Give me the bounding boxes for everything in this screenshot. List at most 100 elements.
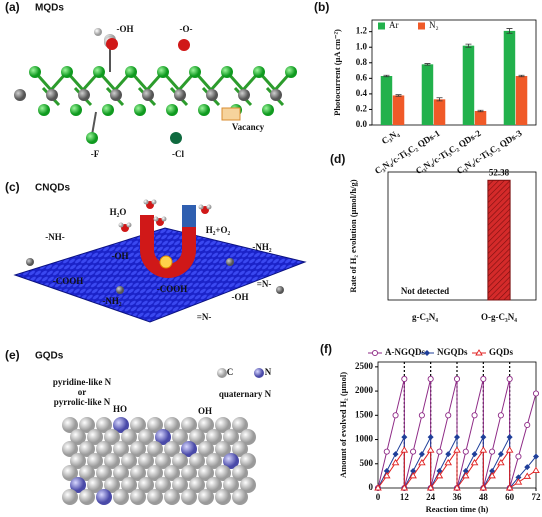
point: [506, 375, 513, 383]
atom: [232, 465, 248, 481]
atom: [138, 429, 154, 445]
panel-label: (a): [5, 0, 20, 14]
atom: [161, 216, 167, 222]
panel-title: GQDs: [35, 351, 64, 362]
error-bar: [395, 94, 402, 97]
structure-label: OH: [198, 406, 212, 416]
panel-label: (d): [330, 152, 345, 166]
atom: [147, 465, 163, 481]
light: [159, 255, 173, 269]
y-tick-label: 0.8: [356, 57, 368, 67]
structure-label: or: [78, 387, 87, 397]
atom: [118, 222, 124, 228]
point: [453, 375, 461, 383]
atom: [155, 429, 171, 445]
atom: [198, 417, 214, 433]
atom: [189, 477, 205, 493]
atom: [254, 368, 264, 378]
atom: [121, 477, 137, 493]
atom: [240, 477, 256, 493]
point: [497, 412, 504, 419]
structure-label: =N-: [197, 312, 212, 322]
y-tick-label: 2000: [355, 385, 374, 395]
atom: [164, 465, 180, 481]
y-tick-label: 500: [360, 458, 374, 468]
structure-label: -COOH: [157, 284, 188, 294]
atom: [166, 104, 178, 116]
structure-label: HO: [113, 404, 127, 414]
atom: [94, 28, 102, 36]
atom: [170, 132, 182, 144]
point: [524, 464, 531, 471]
atom: [130, 465, 146, 481]
x-tick-label: g-C₃N₄: [412, 312, 438, 322]
atom: [155, 453, 171, 469]
structure-label: -OH: [112, 251, 129, 261]
atom: [189, 429, 205, 445]
y-axis-label: Amount of evolved H₂ (μmol): [338, 372, 348, 478]
atom: [62, 417, 78, 433]
point: [523, 472, 532, 479]
y-tick-label: 0.2: [356, 104, 368, 114]
point: [401, 375, 408, 383]
atom: [70, 477, 86, 493]
atom: [240, 453, 256, 469]
atom: [96, 489, 112, 505]
atom: [223, 477, 239, 493]
atom: [217, 368, 227, 378]
plot-frame: [371, 19, 537, 126]
atom: [29, 66, 41, 78]
atom: [62, 465, 78, 481]
point: [505, 484, 514, 491]
atom: [70, 429, 86, 445]
atom: [147, 417, 163, 433]
point: [453, 446, 461, 453]
atom: [198, 104, 210, 116]
y-tick-label: 1000: [355, 434, 374, 444]
point: [454, 434, 460, 441]
atom: [172, 477, 188, 493]
y-tick-label: 0: [369, 482, 374, 492]
atom: [155, 477, 171, 493]
atom: [215, 489, 231, 505]
atom: [215, 465, 231, 481]
atom: [38, 104, 50, 116]
atom: [62, 441, 78, 457]
legend-swatch: [378, 22, 385, 30]
x-tick-label: 0: [376, 492, 381, 502]
y-tick-label: 1.2: [356, 26, 368, 36]
atom: [181, 417, 197, 433]
atom: [110, 89, 122, 101]
point: [488, 472, 496, 479]
y-tick-label: 2500: [355, 361, 374, 371]
point: [427, 375, 434, 383]
structure-label: -COOH: [53, 276, 84, 286]
atom: [125, 66, 137, 78]
x-tick-label: O-g-C₃N₄: [481, 312, 517, 322]
y-tick-label: 0.4: [356, 88, 368, 98]
atom: [151, 199, 157, 205]
point: [427, 434, 434, 441]
atom: [172, 429, 188, 445]
x-tick-label: 72: [532, 492, 542, 502]
atom: [87, 477, 103, 493]
plot-frame: [387, 171, 537, 301]
atom: [78, 89, 90, 101]
atom: [206, 453, 222, 469]
point: [418, 451, 425, 458]
error-bar: [506, 28, 513, 34]
point: [479, 446, 488, 453]
point: [515, 453, 522, 460]
point: [506, 434, 513, 441]
atom: [46, 89, 58, 101]
series-line: [377, 448, 537, 490]
structure-label: -O-: [180, 24, 193, 34]
error-bar: [465, 43, 472, 48]
atom: [126, 222, 132, 228]
legend-label: A-NGQDs: [385, 347, 425, 357]
point: [418, 412, 425, 419]
error-bar: [477, 109, 484, 113]
x-axis-label: Reaction time (h): [426, 504, 489, 514]
structure-label: -NH₂: [252, 242, 271, 252]
point: [497, 458, 505, 466]
